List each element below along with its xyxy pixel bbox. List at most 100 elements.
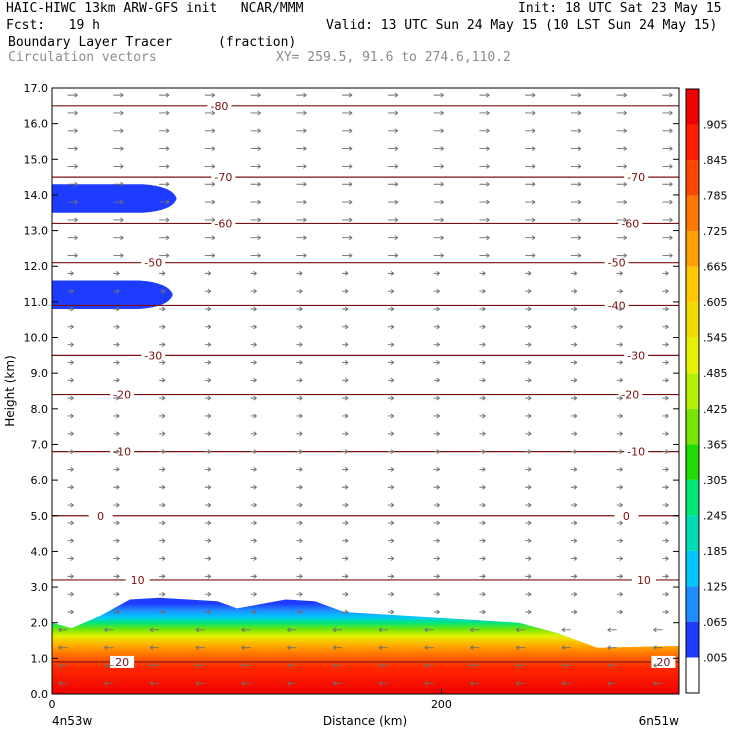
circulation-vector <box>67 395 74 401</box>
circulation-vector <box>204 146 216 151</box>
circulation-vector <box>479 502 486 508</box>
circulation-vector <box>296 413 303 419</box>
circulation-vector <box>67 502 74 508</box>
isotherm-label-bg <box>631 573 656 586</box>
circulation-vector <box>67 253 78 258</box>
circulation-vector <box>67 146 78 151</box>
isotherm-label-bg <box>141 256 166 269</box>
circulation-vector <box>570 395 578 401</box>
circulation-vector <box>433 467 440 472</box>
circulation-vector <box>204 377 212 383</box>
circulation-vector <box>332 680 343 686</box>
circulation-vector <box>570 342 578 348</box>
isotherm-label-bg <box>125 573 150 586</box>
isotherm-label-bg <box>618 217 643 230</box>
circulation-vector <box>525 235 536 241</box>
circulation-vector <box>525 591 532 597</box>
circulation-vector <box>67 288 74 294</box>
circulation-vector <box>616 199 627 205</box>
circulation-vector <box>616 556 623 561</box>
circulation-vector <box>616 413 623 419</box>
circulation-vector <box>113 110 124 116</box>
circulation-vector <box>387 342 395 348</box>
circulation-vector <box>67 573 74 579</box>
circulation-vector <box>470 645 480 651</box>
circulation-vector <box>159 431 166 437</box>
circulation-vector <box>342 288 349 294</box>
circulation-vector <box>616 431 623 437</box>
circulation-vector <box>479 413 486 419</box>
circulation-vector <box>433 360 440 365</box>
circulation-vector <box>342 538 349 544</box>
circulation-vector <box>58 645 68 651</box>
circulation-vector <box>470 627 480 633</box>
x-tick-label: 0 <box>49 698 56 711</box>
x-end-location: 6n51w <box>639 714 680 728</box>
circulation-vector <box>570 324 578 330</box>
y-tick-label: 15.0 <box>24 153 49 166</box>
circulation-vector <box>479 556 486 561</box>
circulation-vector <box>433 270 440 276</box>
circulation-vector <box>662 217 673 223</box>
circulation-vector <box>662 360 669 365</box>
circulation-vector <box>204 449 212 454</box>
circulation-vector <box>250 502 257 508</box>
circulation-vector <box>479 217 490 223</box>
circulation-vector <box>525 92 536 98</box>
circulation-vector <box>342 413 349 419</box>
circulation-vector <box>616 164 627 169</box>
circulation-vector <box>296 520 303 526</box>
circulation-vector <box>296 395 303 401</box>
colorbar-label: .245 <box>703 509 728 522</box>
circulation-vector <box>67 520 74 526</box>
circulation-vector <box>570 413 578 419</box>
circulation-vector <box>662 146 673 151</box>
circulation-vector <box>479 110 490 116</box>
circulation-vector <box>479 609 486 615</box>
circulation-vector <box>570 128 582 134</box>
isotherm-label: 20 <box>115 656 129 669</box>
circulation-vector <box>250 467 257 472</box>
circulation-vector <box>387 217 399 223</box>
circulation-vector <box>387 324 395 330</box>
circulation-vector <box>479 324 486 330</box>
colorbar-swatch <box>686 444 699 480</box>
circulation-vector <box>387 538 395 544</box>
circulation-vector <box>204 342 212 348</box>
circulation-vector <box>342 128 353 134</box>
circulation-vector <box>616 270 623 276</box>
circulation-vector <box>662 235 673 241</box>
circulation-vector <box>342 449 349 454</box>
colorbar-frame <box>685 88 700 694</box>
circulation-vector <box>296 128 307 134</box>
circulation-vector <box>570 199 582 205</box>
circulation-vector <box>67 306 74 312</box>
circulation-vector <box>387 484 395 490</box>
circulation-vector <box>159 270 166 276</box>
circulation-vector <box>296 324 303 330</box>
circulation-vector <box>342 377 349 383</box>
circulation-vector <box>332 645 343 651</box>
circulation-vector <box>525 377 532 383</box>
y-tick-label: 0.0 <box>31 688 49 701</box>
circulation-vector <box>250 181 261 187</box>
circulation-vector <box>387 288 395 294</box>
circulation-vector <box>570 92 582 98</box>
circulation-vector <box>159 395 166 401</box>
circulation-vector <box>433 431 440 437</box>
circulation-vector <box>433 556 440 561</box>
circulation-vector <box>113 484 120 490</box>
circulation-vector <box>296 164 307 169</box>
isotherm-label: 10 <box>637 574 651 587</box>
isotherm-label: -30 <box>144 349 162 362</box>
isotherm-label: -50 <box>144 257 162 270</box>
circulation-vector <box>433 92 444 98</box>
circulation-vector <box>113 306 120 312</box>
colorbar-swatch <box>686 160 699 196</box>
isotherm-label-bg <box>88 509 113 522</box>
circulation-vector <box>616 342 623 348</box>
circulation-vector <box>424 627 434 633</box>
circulation-vector <box>342 556 349 561</box>
circulation-vector <box>250 556 257 561</box>
isotherm-label-bg <box>614 509 639 522</box>
